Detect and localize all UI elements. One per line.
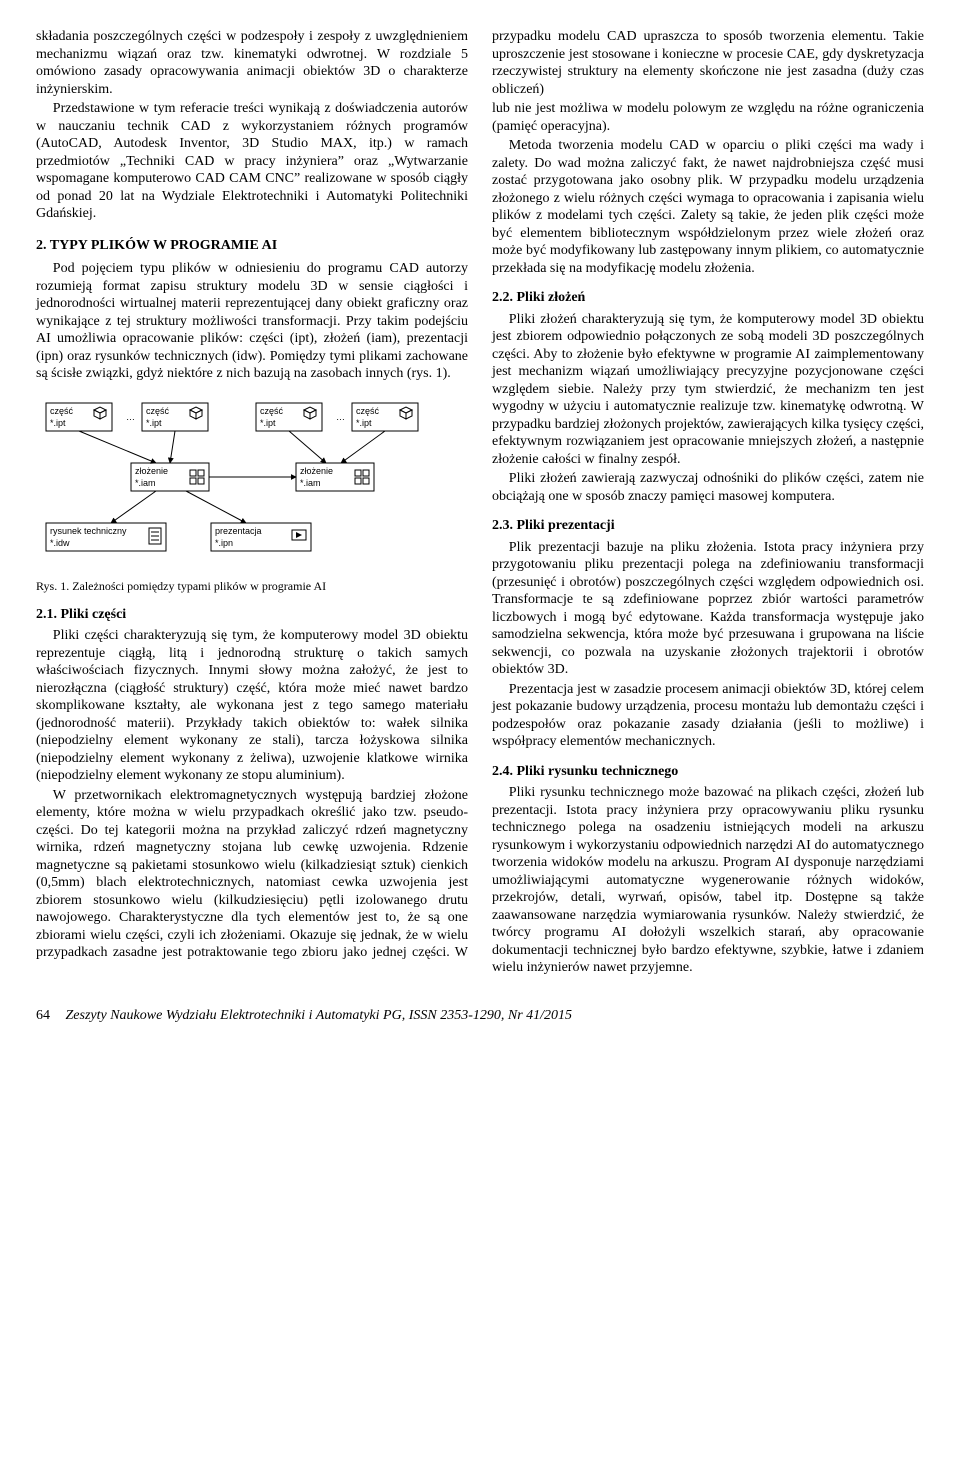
two-column-body: składania poszczególnych części w podzes… xyxy=(36,28,924,977)
para: Przedstawione w tym referacie treści wyn… xyxy=(36,100,468,223)
node-prezentacja: prezentacja *.ipn xyxy=(211,523,311,551)
svg-text:*.ipt: *.ipt xyxy=(260,418,276,428)
svg-text:część: część xyxy=(260,406,284,416)
svg-text:*.ipn: *.ipn xyxy=(215,538,233,548)
svg-text:złożenie: złożenie xyxy=(135,466,168,476)
subsection-2-2: 2.2. Pliki złożeń xyxy=(492,289,924,307)
para: Prezentacja jest w zasadzie procesem ani… xyxy=(492,681,924,751)
svg-text:*.idw: *.idw xyxy=(50,538,70,548)
para: lub nie jest możliwa w modelu polowym ze… xyxy=(492,100,924,135)
section-heading-2: 2. TYPY PLIKÓW W PROGRAMIE AI xyxy=(36,237,468,255)
figure-1-svg: część *.ipt … część *.ipt xyxy=(36,393,456,573)
svg-text:*.iam: *.iam xyxy=(135,478,156,488)
page-number: 64 xyxy=(36,1007,62,1025)
subsection-2-1: 2.1. Pliki części xyxy=(36,606,468,624)
node-zlozenie-2: złożenie *.iam xyxy=(296,463,374,491)
svg-text:część: część xyxy=(146,406,170,416)
svg-text:*.ipt: *.ipt xyxy=(356,418,372,428)
figure-1: część *.ipt … część *.ipt xyxy=(36,393,468,573)
para: Plik prezentacji bazuje na pliku złożeni… xyxy=(492,539,924,679)
node-czesc-1: część *.ipt xyxy=(46,403,112,431)
subsection-2-4: 2.4. Pliki rysunku technicznego xyxy=(492,763,924,781)
node-zlozenie-1: złożenie *.iam xyxy=(131,463,209,491)
svg-text:*.ipt: *.ipt xyxy=(50,418,66,428)
footer-journal: Zeszyty Naukowe Wydziału Elektrotechniki… xyxy=(66,1008,573,1023)
node-czesc-2: część *.ipt xyxy=(142,403,208,431)
node-czesc-4: część *.ipt xyxy=(352,403,418,431)
svg-text:rysunek techniczny: rysunek techniczny xyxy=(50,526,127,536)
para: Metoda tworzenia modelu CAD w oparciu o … xyxy=(492,137,924,277)
page-footer: 64 Zeszyty Naukowe Wydziału Elektrotechn… xyxy=(36,1007,924,1025)
svg-text:prezentacja: prezentacja xyxy=(215,526,262,536)
node-rysunek: rysunek techniczny *.idw xyxy=(46,523,166,551)
para: składania poszczególnych części w podzes… xyxy=(36,28,468,98)
svg-text:*.ipt: *.ipt xyxy=(146,418,162,428)
svg-text:część: część xyxy=(356,406,380,416)
para: Pod pojęciem typu plików w odniesieniu d… xyxy=(36,260,468,383)
figure-1-caption: Rys. 1. Zależności pomiędzy typami plikó… xyxy=(36,579,468,594)
para: Pliki złożeń zawierają zazwyczaj odnośni… xyxy=(492,470,924,505)
svg-text:złożenie: złożenie xyxy=(300,466,333,476)
para: Pliki części charakteryzują się tym, że … xyxy=(36,627,468,785)
node-czesc-3: część *.ipt xyxy=(256,403,322,431)
dots: … xyxy=(126,412,135,422)
dots: … xyxy=(336,412,345,422)
para: Pliki złożeń charakteryzują się tym, że … xyxy=(492,311,924,469)
subsection-2-3: 2.3. Pliki prezentacji xyxy=(492,517,924,535)
svg-text:część: część xyxy=(50,406,74,416)
svg-text:*.iam: *.iam xyxy=(300,478,321,488)
para: Pliki rysunku technicznego może bazować … xyxy=(492,784,924,977)
